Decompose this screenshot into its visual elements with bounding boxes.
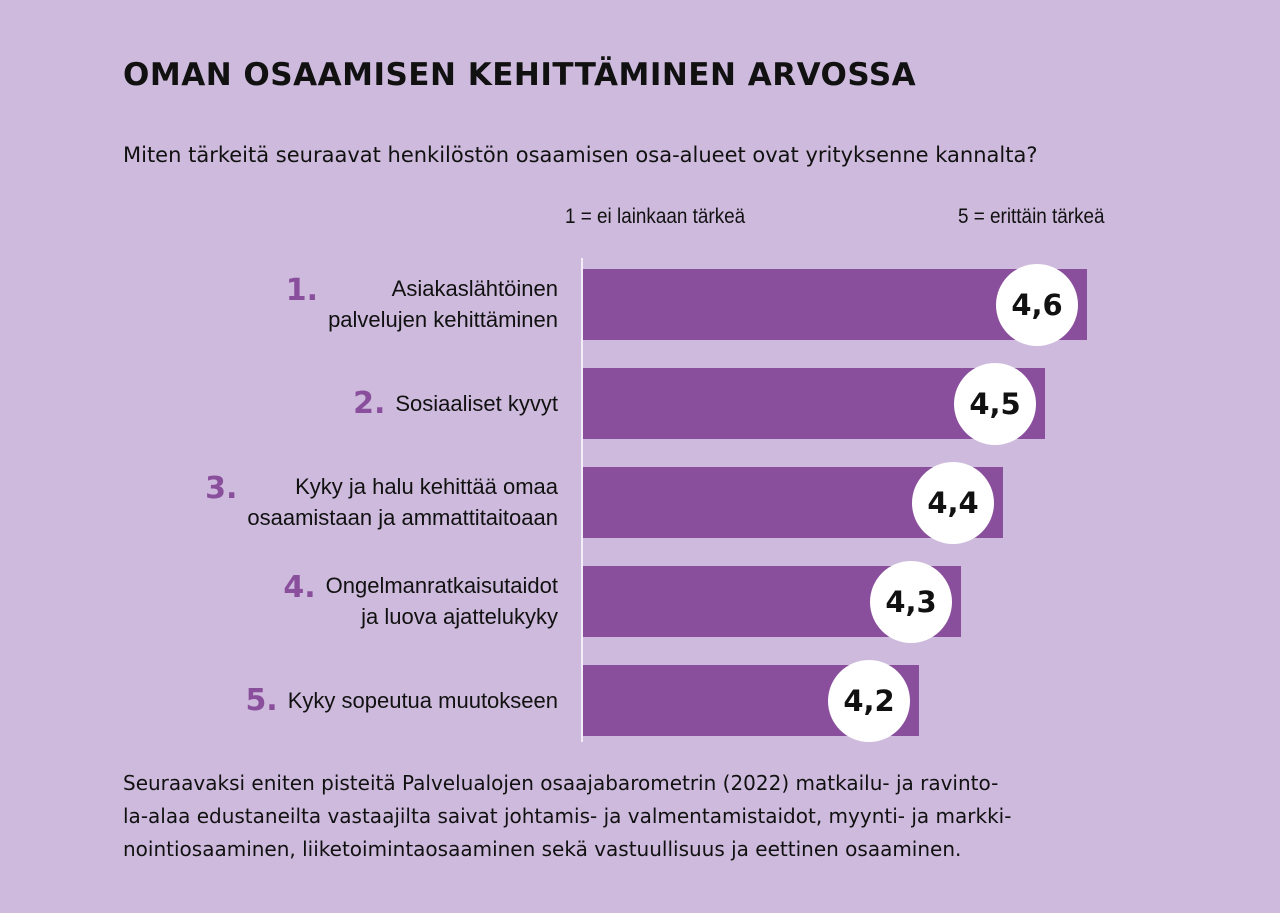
category-label: 3. Kyky ja halu kehittää omaa osaamistaan… — [205, 467, 558, 537]
value-label: 4,4 — [912, 462, 994, 544]
scale-max-label: 5 = erittäin tärkeä — [958, 205, 1105, 228]
category-text: Kyky sopeutua muutokseen — [287, 687, 558, 713]
value-label: 4,5 — [954, 363, 1036, 445]
axis-line — [581, 258, 583, 742]
survey-question: Miten tärkeitä seuraavat henkilöstön osa… — [123, 143, 1038, 167]
rank-number: 2. — [353, 385, 386, 421]
rank-number: 4. — [283, 570, 316, 605]
rank-number: 3. — [205, 471, 238, 506]
chart-title: OMAN OSAAMISEN KEHITTÄMINEN ARVOSSA — [123, 57, 917, 93]
scale-min-label: 1 = ei lainkaan tärkeä — [565, 205, 746, 228]
category-label: 5. Kyky sopeutua muutokseen — [245, 665, 558, 735]
category-label: 4. Ongelmanratkaisutaidot ja luova ajatte… — [283, 566, 558, 636]
value-label: 4,6 — [996, 264, 1078, 346]
category-text: Kyky ja halu kehittää omaa osaamistaan j… — [247, 474, 558, 530]
rank-number: 5. — [245, 682, 278, 718]
value-label: 4,2 — [828, 660, 910, 742]
footnote: Seuraavaksi eniten pisteitä Palvelualoje… — [123, 771, 1012, 861]
value-label: 4,3 — [870, 561, 952, 643]
rank-number: 1. — [285, 273, 319, 308]
category-text: Sosiaaliset kyvyt — [395, 390, 558, 416]
category-text: Asiakaslähtöinen palvelujen kehittäminen — [328, 276, 558, 332]
category-label: 1. Asiakaslähtöinen palvelujen kehittämin… — [286, 269, 558, 339]
category-text: Ongelmanratkaisutaidot ja luova ajattelu… — [325, 573, 558, 629]
category-label: 2. Sosiaaliset kyvyt — [353, 368, 558, 438]
